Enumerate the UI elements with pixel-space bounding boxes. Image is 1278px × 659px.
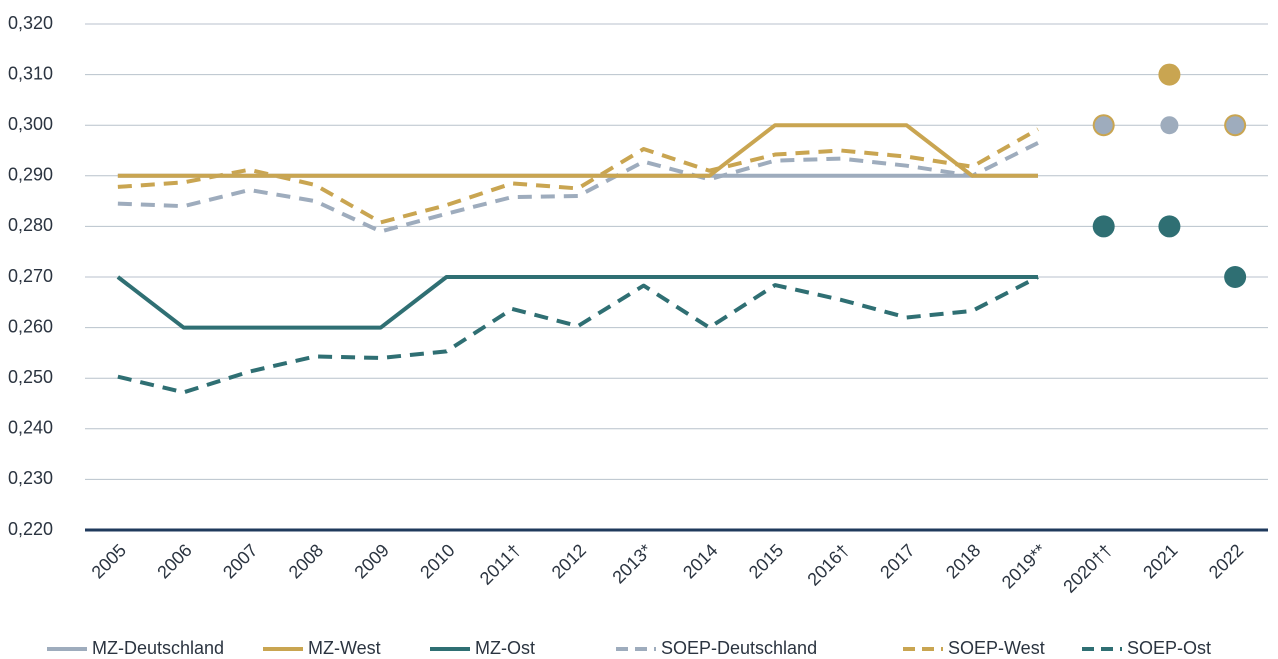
x-tick-label: 2016† bbox=[803, 540, 853, 590]
x-tick-label: 2015 bbox=[745, 540, 787, 582]
x-tick-label: 2012 bbox=[548, 540, 590, 582]
data-point bbox=[1092, 215, 1115, 238]
data-point bbox=[1160, 116, 1179, 135]
data-point bbox=[1224, 266, 1247, 288]
series-line bbox=[117, 123, 1038, 178]
x-tick-label: 2018 bbox=[942, 540, 984, 582]
y-tick-label: 0,230 bbox=[8, 468, 53, 488]
series-line bbox=[117, 275, 1039, 395]
x-tick-label: 2009 bbox=[350, 540, 392, 582]
x-tick-label: 2013* bbox=[608, 540, 655, 587]
y-tick-label: 0,320 bbox=[8, 13, 53, 33]
y-tick-label: 0,270 bbox=[8, 266, 53, 286]
data-point bbox=[1094, 116, 1113, 135]
y-tick-label: 0,310 bbox=[8, 63, 53, 83]
legend-label: MZ-Ost bbox=[475, 638, 535, 658]
x-tick-label: 2008 bbox=[285, 540, 327, 582]
x-tick-label: 2014 bbox=[679, 540, 721, 582]
y-tick-label: 0,300 bbox=[8, 114, 53, 134]
y-tick-label: 0,260 bbox=[8, 316, 53, 336]
data-point bbox=[1158, 63, 1181, 86]
legend-label: MZ-Deutschland bbox=[92, 638, 224, 658]
y-tick-label: 0,280 bbox=[8, 215, 53, 235]
data-point bbox=[1226, 116, 1245, 135]
x-tick-label: 2006 bbox=[153, 540, 195, 582]
x-tick-label: 2017 bbox=[876, 540, 918, 582]
x-tick-label: 2021 bbox=[1139, 540, 1181, 582]
legend-label: SOEP-Ost bbox=[1127, 638, 1211, 658]
x-tick-label: 2019** bbox=[998, 540, 1050, 592]
x-tick-label: 2005 bbox=[88, 540, 130, 582]
x-tick-label: 2010 bbox=[416, 540, 458, 582]
y-tick-label: 0,240 bbox=[8, 418, 53, 438]
y-tick-label: 0,290 bbox=[8, 165, 53, 185]
y-tick-label: 0,250 bbox=[8, 367, 53, 387]
data-point bbox=[1158, 215, 1181, 238]
series-line bbox=[117, 141, 1039, 234]
y-tick-label: 0,220 bbox=[8, 519, 53, 539]
x-tick-label: 2007 bbox=[219, 540, 261, 582]
x-tick-label: 2011† bbox=[476, 540, 525, 589]
x-tick-label: 2022 bbox=[1205, 540, 1247, 582]
series-line bbox=[116, 275, 1038, 330]
x-tick-label: 2020†† bbox=[1059, 540, 1116, 597]
legend-label: SOEP-Deutschland bbox=[661, 638, 817, 658]
legend-label: SOEP-West bbox=[948, 638, 1045, 658]
legend-label: MZ-West bbox=[308, 638, 381, 658]
